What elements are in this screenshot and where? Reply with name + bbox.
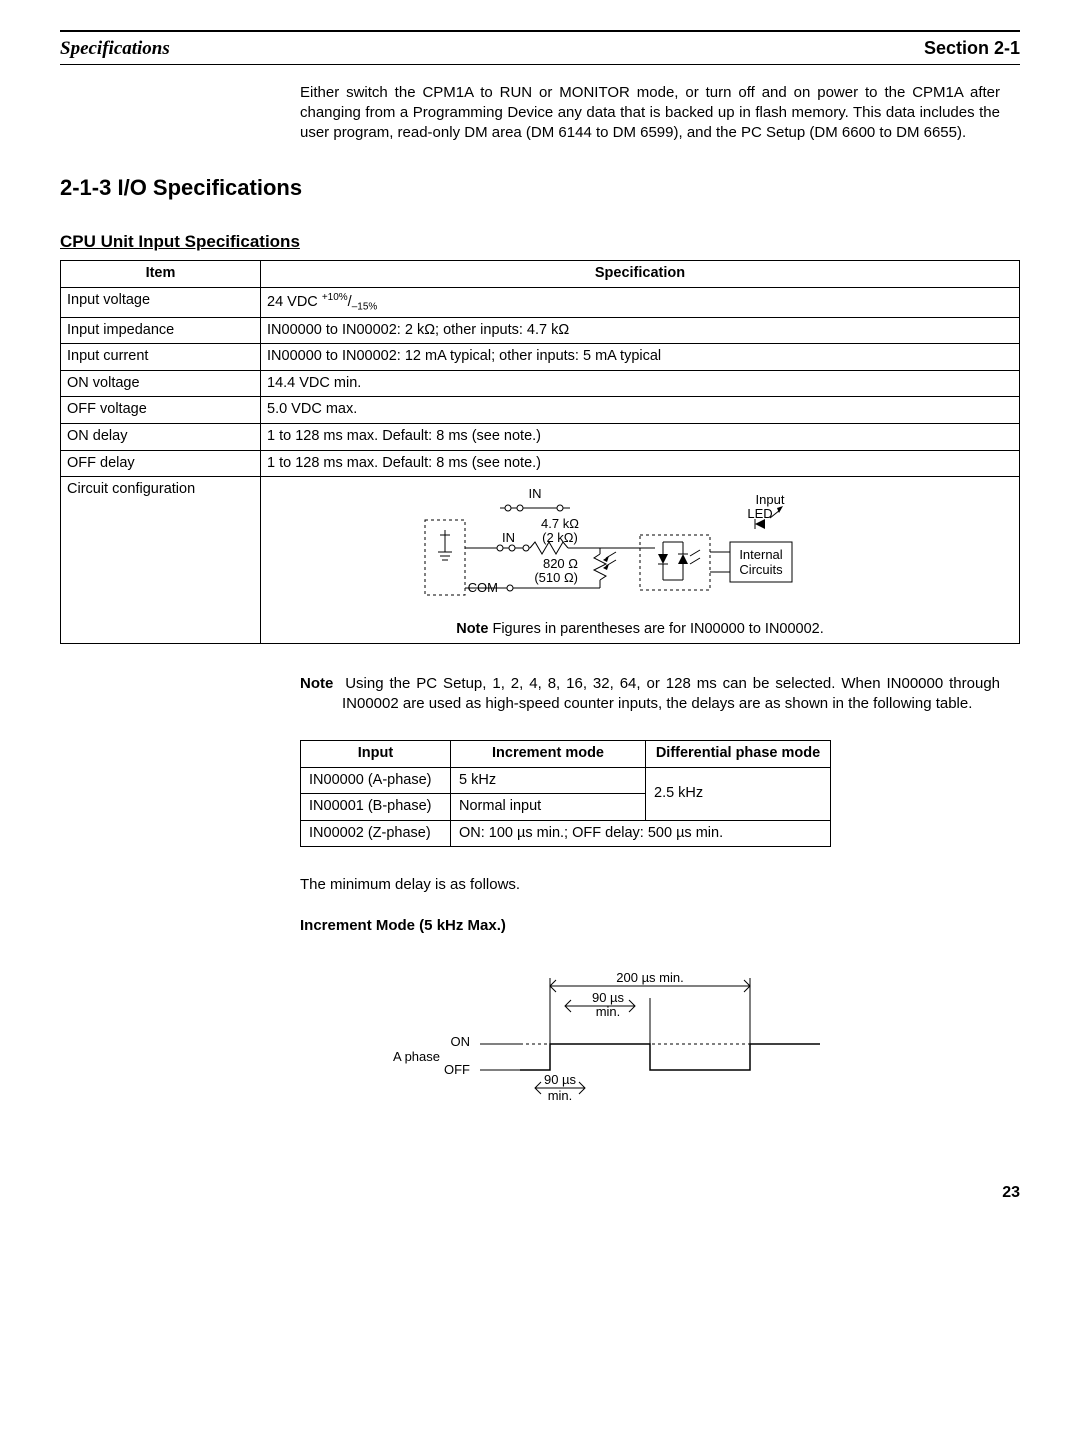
svg-text:4.7 kΩ: 4.7 kΩ <box>541 516 579 531</box>
svg-text:90 µs: 90 µs <box>592 990 625 1005</box>
spec-voltage: 24 VDC +10%/–15% <box>261 287 1020 317</box>
note-paragraph: Note Using the PC Setup, 1, 2, 4, 8, 16,… <box>300 674 1000 715</box>
svg-text:(2 kΩ): (2 kΩ) <box>542 530 578 545</box>
subsection-title: CPU Unit Input Specifications <box>60 231 1020 254</box>
spec-table: Item Specification Input voltage 24 VDC … <box>60 260 1020 644</box>
table-row: Input currentIN00000 to IN00002: 12 mA t… <box>61 344 1020 371</box>
svg-text:Input: Input <box>756 492 785 507</box>
svg-text:ON: ON <box>451 1034 471 1049</box>
svg-text:min.: min. <box>596 1004 621 1019</box>
svg-text:A phase: A phase <box>393 1049 440 1064</box>
table-row: IN00000 (A-phase) 5 kHz 2.5 kHz <box>301 767 831 794</box>
circuit-diagram-cell: IN IN 4.7 kΩ (2 kΩ) 820 <box>261 477 1020 644</box>
svg-text:min.: min. <box>548 1088 573 1103</box>
table-row: OFF voltage5.0 VDC max. <box>61 397 1020 424</box>
table-row: IN00002 (Z-phase) ON: 100 µs min.; OFF d… <box>301 820 831 847</box>
circuit-diagram: IN IN 4.7 kΩ (2 kΩ) 820 <box>400 480 880 610</box>
phase-table: Input Increment mode Differential phase … <box>300 740 831 847</box>
svg-text:(510 Ω): (510 Ω) <box>534 570 578 585</box>
table-row: ON voltage14.4 VDC min. <box>61 370 1020 397</box>
section-title: 2-1-3 I/O Specifications <box>60 173 1020 203</box>
svg-text:OFF: OFF <box>444 1062 470 1077</box>
svg-text:90 µs: 90 µs <box>544 1072 577 1087</box>
svg-text:Internal: Internal <box>739 547 782 562</box>
svg-text:Circuits: Circuits <box>739 562 783 577</box>
spec-th-item: Item <box>61 261 261 288</box>
table-row: Circuit configuration IN IN <box>61 477 1020 644</box>
table-row: Input impedanceIN00000 to IN00002: 2 kΩ;… <box>61 317 1020 344</box>
min-delay-text: The minimum delay is as follows. <box>300 875 1020 895</box>
header-left: Specifications <box>60 36 170 62</box>
table-row: OFF delay1 to 128 ms max. Default: 8 ms … <box>61 450 1020 477</box>
svg-text:IN: IN <box>502 530 515 545</box>
increment-mode-heading: Increment Mode (5 kHz Max.) <box>300 916 1020 936</box>
svg-text:LED: LED <box>747 506 772 521</box>
svg-text:200 µs min.: 200 µs min. <box>616 970 683 985</box>
svg-text:IN: IN <box>529 486 542 501</box>
svg-text:820 Ω: 820 Ω <box>543 556 578 571</box>
page-number: 23 <box>60 1182 1020 1204</box>
circuit-note: Note Figures in parentheses are for IN00… <box>267 620 1013 640</box>
intro-paragraph: Either switch the CPM1A to RUN or MONITO… <box>300 83 1000 144</box>
table-row: Input voltage 24 VDC +10%/–15% <box>61 287 1020 317</box>
page-header: Specifications Section 2-1 <box>60 36 1020 65</box>
spec-th-spec: Specification <box>261 261 1020 288</box>
header-right: Section 2-1 <box>924 36 1020 62</box>
table-row: ON delay1 to 128 ms max. Default: 8 ms (… <box>61 424 1020 451</box>
timing-diagram: 200 µs min. 90 µs min. ON A phase OFF 90… <box>360 966 1020 1122</box>
